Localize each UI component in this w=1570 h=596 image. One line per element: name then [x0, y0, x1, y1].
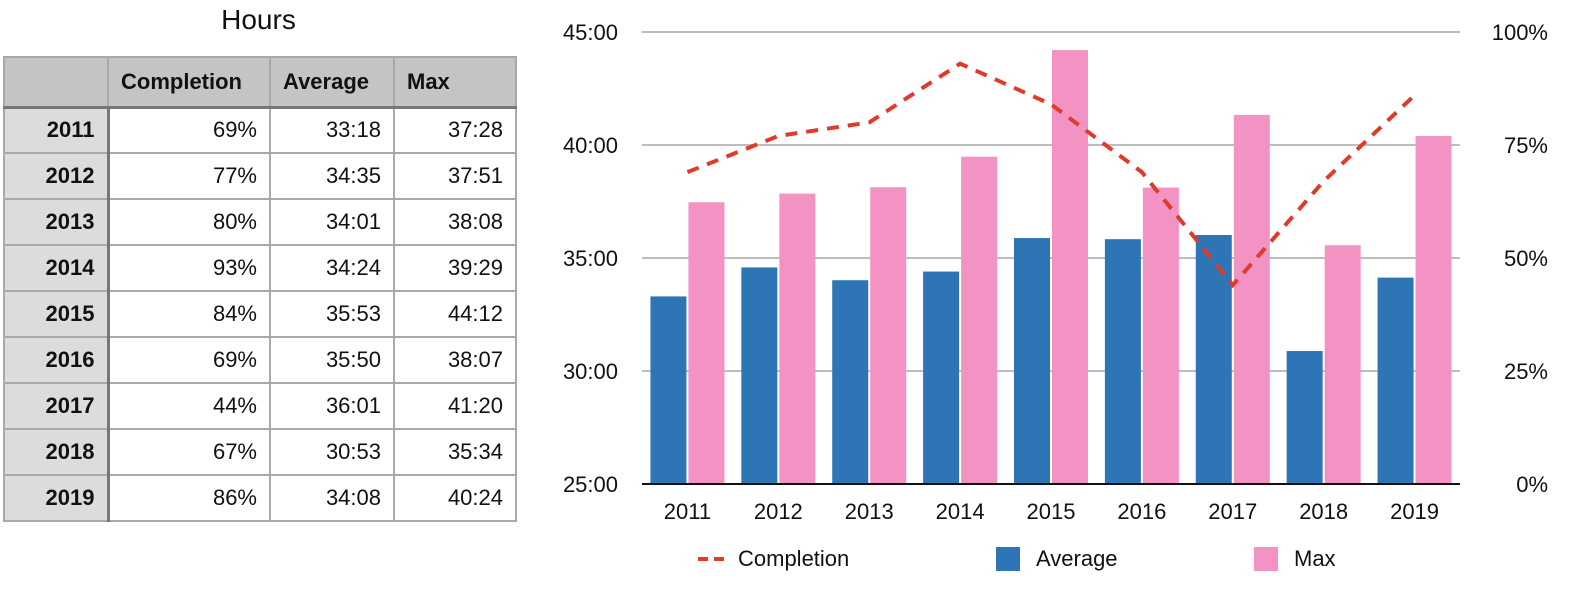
row-completion-cell: 67% [107, 428, 271, 476]
y-right-tick-label: 100% [1492, 20, 1548, 45]
row-average-cell: 34:01 [269, 198, 395, 246]
bar-max-2014 [961, 156, 998, 484]
legend-marker-max [1254, 547, 1278, 571]
bar-average-2016 [1104, 239, 1141, 484]
row-max-cell: 37:51 [393, 152, 517, 200]
y-left-tick-label: 45:00 [563, 20, 618, 45]
x-tick-label: 2012 [754, 499, 803, 524]
y-left-tick-label: 25:00 [563, 472, 618, 497]
row-max-cell: 38:08 [393, 198, 517, 246]
bar-average-2014 [923, 271, 960, 484]
row-average-cell: 36:01 [269, 382, 395, 430]
table-title: Hours [221, 4, 296, 35]
line-completion [686, 61, 1416, 289]
table-row: 2019 86% 34:08 40:24 [3, 474, 517, 522]
bar-average-2013 [832, 280, 869, 484]
row-completion-cell: 69% [107, 106, 271, 154]
y-right-tick-label: 75% [1504, 133, 1548, 158]
x-tick-label: 2014 [936, 499, 985, 524]
bar-average-2018 [1286, 351, 1323, 484]
row-completion-cell: 69% [107, 336, 271, 384]
row-max-cell: 39:29 [393, 244, 517, 292]
bar-max-2019 [1415, 135, 1452, 484]
row-completion-cell: 86% [107, 474, 271, 522]
y-left-tick-label: 30:00 [563, 359, 618, 384]
row-max-cell: 38:07 [393, 336, 517, 384]
bar-average-2017 [1195, 235, 1232, 484]
bar-average-2015 [1014, 238, 1050, 484]
bar-average-2011 [650, 296, 687, 484]
row-completion-cell: 80% [107, 198, 271, 246]
x-tick-label: 2018 [1299, 499, 1348, 524]
legend-marker-average [996, 547, 1020, 571]
table-row: 2011 69% 33:18 37:28 [3, 106, 517, 154]
table-header-max: Max [393, 56, 517, 109]
legend-label-max: Max [1294, 546, 1336, 571]
x-tick-label: 2016 [1117, 499, 1166, 524]
bar-max-2018 [1324, 245, 1361, 484]
row-average-cell: 35:53 [269, 290, 395, 338]
bar-average-2019 [1377, 277, 1414, 484]
bar-max-2012 [779, 193, 816, 484]
row-average-cell: 35:50 [269, 336, 395, 384]
row-average-cell: 34:08 [269, 474, 395, 522]
x-tick-label: 2011 [664, 499, 711, 524]
row-max-cell: 35:34 [393, 428, 517, 476]
row-average-cell: 33:18 [269, 106, 395, 154]
bar-max-2011 [688, 202, 725, 485]
row-year-cell: 2019 [3, 474, 110, 522]
table-header-row: Completion Average Max [3, 56, 517, 109]
legend-label-completion: Completion [738, 546, 849, 571]
row-year-cell: 2015 [3, 290, 110, 338]
y-left-tick-label: 40:00 [563, 133, 618, 158]
x-tick-label: 2019 [1390, 499, 1439, 524]
row-year-cell: 2016 [3, 336, 110, 384]
table-row: 2017 44% 36:01 41:20 [3, 382, 517, 430]
combo-chart: 25:00 30:00 35:00 40:00 45:00 0% 25% 50% 75% 100%… [563, 20, 1548, 571]
table-row: 2018 67% 30:53 35:34 [3, 428, 517, 476]
x-tick-label: 2013 [845, 499, 894, 524]
legend-label-average: Average [1036, 546, 1118, 571]
row-year-cell: 2014 [3, 244, 110, 292]
table-header-completion: Completion [107, 56, 271, 109]
row-completion-cell: 93% [107, 244, 271, 292]
row-average-cell: 34:24 [269, 244, 395, 292]
bar-max-2015 [1052, 50, 1088, 485]
bar-max-2016 [1142, 187, 1179, 485]
bar-average-2012 [741, 267, 778, 484]
row-max-cell: 44:12 [393, 290, 517, 338]
table-row: 2012 77% 34:35 37:51 [3, 152, 517, 200]
data-table: Completion Average Max 2011 69% 33:18 37:28… [3, 56, 517, 522]
y-left-tick-label: 35:00 [563, 246, 618, 271]
row-year-cell: 2018 [3, 428, 110, 476]
row-year-cell: 2017 [3, 382, 110, 430]
row-average-cell: 30:53 [269, 428, 395, 476]
table-row: 2014 93% 34:24 39:29 [3, 244, 517, 292]
row-year-cell: 2011 [3, 106, 110, 154]
row-completion-cell: 84% [107, 290, 271, 338]
bar-max-2017 [1233, 114, 1270, 484]
table-header-corner [3, 56, 109, 109]
x-tick-label: 2017 [1208, 499, 1257, 524]
table-header-average: Average [269, 56, 395, 109]
x-tick-label: 2015 [1027, 499, 1076, 524]
table-row: 2015 84% 35:53 44:12 [3, 290, 517, 338]
row-year-cell: 2013 [3, 198, 110, 246]
y-right-tick-label: 50% [1504, 246, 1548, 271]
row-average-cell: 34:35 [269, 152, 395, 200]
row-max-cell: 41:20 [393, 382, 517, 430]
y-right-tick-label: 0% [1516, 472, 1548, 497]
y-right-tick-label: 25% [1504, 359, 1548, 384]
row-max-cell: 37:28 [393, 106, 517, 154]
row-completion-cell: 77% [107, 152, 271, 200]
row-completion-cell: 44% [107, 382, 271, 430]
row-year-cell: 2012 [3, 152, 110, 200]
bar-max-2013 [870, 187, 907, 484]
row-max-cell: 40:24 [393, 474, 517, 522]
table-row: 2016 69% 35:50 38:07 [3, 336, 517, 384]
table-row: 2013 80% 34:01 38:08 [3, 198, 517, 246]
